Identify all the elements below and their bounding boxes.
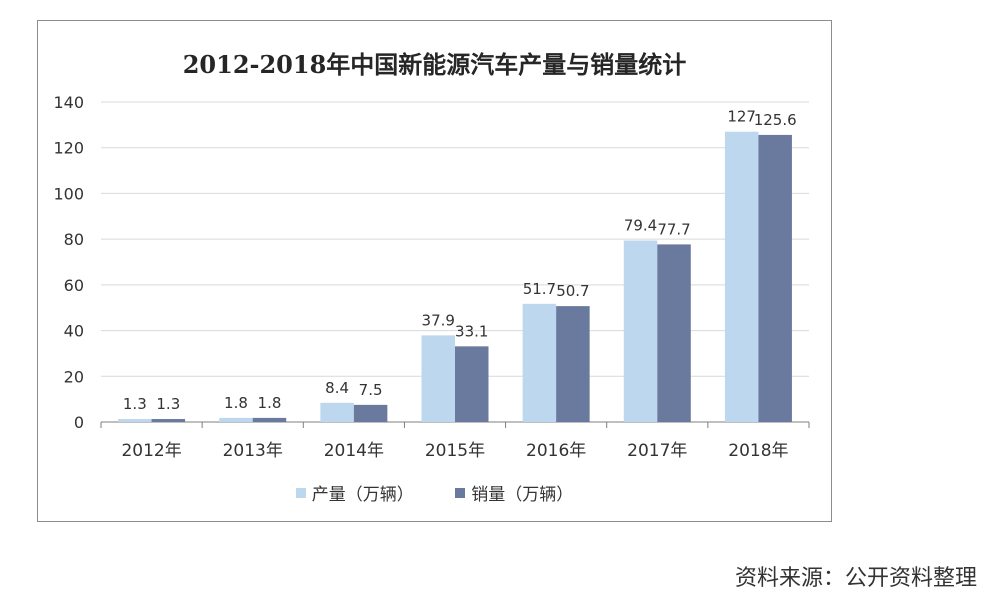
x-tick-label: 2016年 bbox=[526, 441, 586, 461]
bar-production bbox=[320, 402, 354, 422]
legend-swatch-production bbox=[295, 487, 306, 498]
y-tick-label: 140 bbox=[53, 93, 84, 112]
bar-production bbox=[118, 419, 152, 422]
x-tick-label: 2015年 bbox=[425, 441, 485, 461]
x-tick-label: 2018年 bbox=[728, 441, 788, 461]
data-label-production: 37.9 bbox=[422, 311, 455, 329]
bar-sales bbox=[151, 419, 186, 422]
x-tick-label: 2014年 bbox=[324, 441, 384, 461]
y-tick-label: 20 bbox=[64, 367, 84, 386]
data-label-production: 127 bbox=[727, 108, 756, 126]
bar-sales bbox=[353, 404, 388, 422]
y-tick-label: 0 bbox=[74, 413, 84, 432]
bar-production bbox=[522, 303, 557, 422]
data-label-production: 8.4 bbox=[325, 379, 349, 397]
x-tick-label: 2013年 bbox=[223, 441, 283, 461]
source-note: 资料来源：公开资料整理 bbox=[734, 566, 977, 591]
chart-title: 2012-2018年中国新能源汽车产量与销量统计 bbox=[182, 50, 687, 79]
data-label-production: 79.4 bbox=[624, 217, 657, 235]
y-tick-label: 120 bbox=[53, 139, 84, 158]
x-tick-label: 2012年 bbox=[121, 441, 181, 461]
bar-chart: 0 20 40 60 80 100 120 140 1.3 1.3 2012年 1.8 1.8 2013年… bbox=[53, 93, 810, 461]
data-label-sales: 50.7 bbox=[556, 282, 589, 300]
y-tick-label: 40 bbox=[64, 322, 84, 341]
y-tick-label: 80 bbox=[64, 230, 84, 249]
bar-production bbox=[724, 131, 759, 422]
legend-item-production: 产量（万辆） bbox=[295, 480, 414, 505]
bar-production bbox=[623, 240, 658, 422]
data-label-sales: 1.8 bbox=[258, 394, 282, 412]
legend-label-sales: 销量（万辆） bbox=[471, 485, 574, 505]
legend-label-production: 产量（万辆） bbox=[311, 485, 414, 505]
x-tick-label: 2017年 bbox=[627, 441, 687, 461]
data-label-sales: 7.5 bbox=[359, 381, 383, 399]
bar-sales bbox=[455, 346, 489, 422]
data-label-production: 51.7 bbox=[523, 280, 556, 298]
legend-swatch-sales bbox=[455, 487, 466, 498]
data-label-sales: 77.7 bbox=[657, 220, 690, 238]
bar-sales bbox=[252, 417, 287, 422]
data-label-production: 1.8 bbox=[224, 394, 248, 412]
bar-sales bbox=[657, 244, 691, 422]
data-label-sales: 125.6 bbox=[754, 111, 797, 129]
y-tick-label: 60 bbox=[64, 276, 84, 295]
legend-item-sales: 销量（万辆） bbox=[455, 480, 573, 505]
y-tick-label: 100 bbox=[53, 184, 84, 203]
data-label-production: 1.3 bbox=[123, 395, 147, 413]
chart-frame: 0 20 40 60 80 100 120 140 1.3 1.3 2012年 1.8 1.8 2013年… bbox=[37, 20, 832, 522]
bar-production bbox=[219, 417, 253, 422]
legend: 产量（万辆） 销量（万辆） bbox=[38, 480, 831, 505]
bar-production bbox=[421, 335, 455, 422]
bar-sales bbox=[758, 134, 792, 422]
data-label-sales: 33.1 bbox=[455, 322, 488, 340]
data-label-sales: 1.3 bbox=[156, 395, 180, 413]
bar-sales bbox=[556, 306, 590, 422]
